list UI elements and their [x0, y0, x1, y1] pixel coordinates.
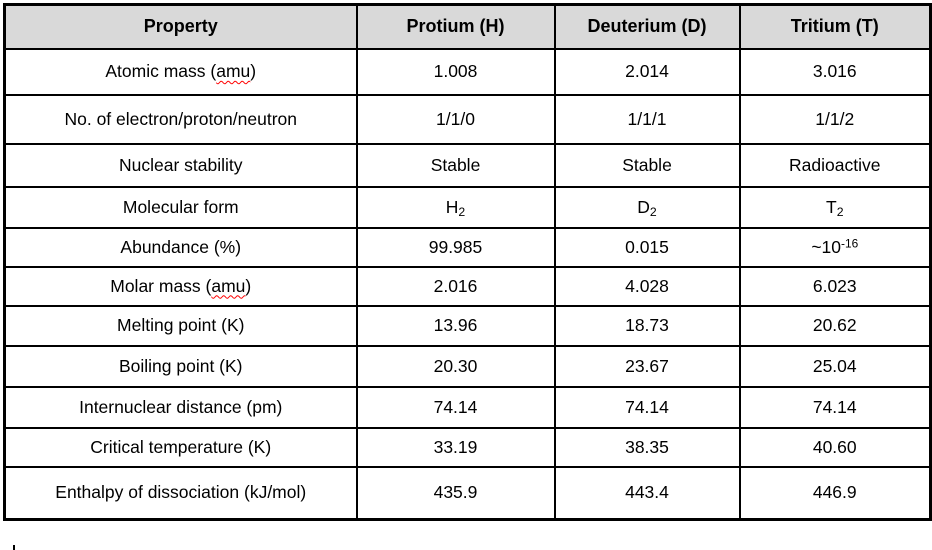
property-cell: Molar mass (amu): [3, 265, 358, 307]
table-row: Boiling point (K) 20.30 23.67 25.04: [3, 344, 932, 388]
value-cell: 20.30: [355, 344, 556, 388]
value-cell: 6.023: [738, 265, 932, 307]
property-cell: Boiling point (K): [3, 344, 358, 388]
table-row: Internuclear distance (pm) 74.14 74.14 74.1…: [3, 385, 932, 429]
table-row: Nuclear stability Stable Stable Radioactive: [3, 142, 932, 188]
value-cell: 4.028: [553, 265, 741, 307]
table-body: Atomic mass (amu) 1.008 2.014 3.016 No. of e…: [3, 47, 932, 521]
property-cell: Internuclear distance (pm): [3, 385, 358, 429]
table-row: Abundance (%) 99.985 0.015 ~10-16: [3, 226, 932, 268]
value-cell: 3.016: [738, 47, 932, 96]
property-cell: Critical temperature (K): [3, 426, 358, 468]
value-cell: Stable: [355, 142, 556, 188]
value-cell: 25.04: [738, 344, 932, 388]
property-cell: Nuclear stability: [3, 142, 358, 188]
table-row: No. of electron/proton/neutron 1/1/0 1/1/1…: [3, 93, 932, 145]
value-cell: D2: [553, 185, 741, 229]
table-row: Melting point (K) 13.96 18.73 20.62: [3, 304, 932, 347]
value-cell: 1.008: [355, 47, 556, 96]
header-cell: Protium (H): [355, 3, 556, 50]
isotope-properties-table: Property Protium (H) Deuterium (D) Tritium …: [3, 3, 932, 521]
property-cell: Melting point (K): [3, 304, 358, 347]
value-cell: Stable: [553, 142, 741, 188]
spellcheck-word: amu: [216, 61, 251, 81]
document-page: Property Protium (H) Deuterium (D) Tritium …: [0, 3, 932, 550]
table-row: Molar mass (amu) 2.016 4.028 6.023: [3, 265, 932, 307]
value-cell: 18.73: [553, 304, 741, 347]
header-cell: Tritium (T): [738, 3, 932, 50]
table-row: Enthalpy of dissociation (kJ/mol) 435.9 44…: [3, 465, 932, 521]
value-cell: 1/1/1: [553, 93, 741, 145]
value-cell: 13.96: [355, 304, 556, 347]
value-cell: 74.14: [738, 385, 932, 429]
value-cell: 74.14: [355, 385, 556, 429]
value-cell: 74.14: [553, 385, 741, 429]
value-cell: 40.60: [738, 426, 932, 468]
value-cell: 1/1/2: [738, 93, 932, 145]
value-cell: Radioactive: [738, 142, 932, 188]
property-cell: Molecular form: [3, 185, 358, 229]
property-cell: Abundance (%): [3, 226, 358, 268]
value-cell: 23.67: [553, 344, 741, 388]
spellcheck-word: amu: [211, 275, 246, 296]
table-row: Critical temperature (K) 33.19 38.35 40.60: [3, 426, 932, 468]
value-cell: 1/1/0: [355, 93, 556, 145]
property-cell: No. of electron/proton/neutron: [3, 93, 358, 145]
stray-cursor-tick: [13, 545, 15, 550]
table-header-row: Property Protium (H) Deuterium (D) Tritium …: [3, 3, 932, 50]
property-cell: Atomic mass (amu): [3, 47, 358, 96]
table-row: Atomic mass (amu) 1.008 2.014 3.016: [3, 47, 932, 96]
value-cell: ~10-16: [738, 226, 932, 268]
value-cell: 2.016: [355, 265, 556, 307]
header-cell: Property: [3, 3, 358, 50]
header-cell: Deuterium (D): [553, 3, 741, 50]
value-cell: 0.015: [553, 226, 741, 268]
value-cell: 20.62: [738, 304, 932, 347]
value-cell: 446.9: [738, 465, 932, 521]
value-cell: 38.35: [553, 426, 741, 468]
value-cell: 443.4: [553, 465, 741, 521]
value-cell: H2: [355, 185, 556, 229]
value-cell: 33.19: [355, 426, 556, 468]
property-cell: Enthalpy of dissociation (kJ/mol): [3, 465, 358, 521]
value-cell: 435.9: [355, 465, 556, 521]
table-row: Molecular form H2 D2 T2: [3, 185, 932, 229]
value-cell: 2.014: [553, 47, 741, 96]
value-cell: T2: [738, 185, 932, 229]
table-row: Property Protium (H) Deuterium (D) Tritium …: [3, 3, 932, 50]
value-cell: 99.985: [355, 226, 556, 268]
